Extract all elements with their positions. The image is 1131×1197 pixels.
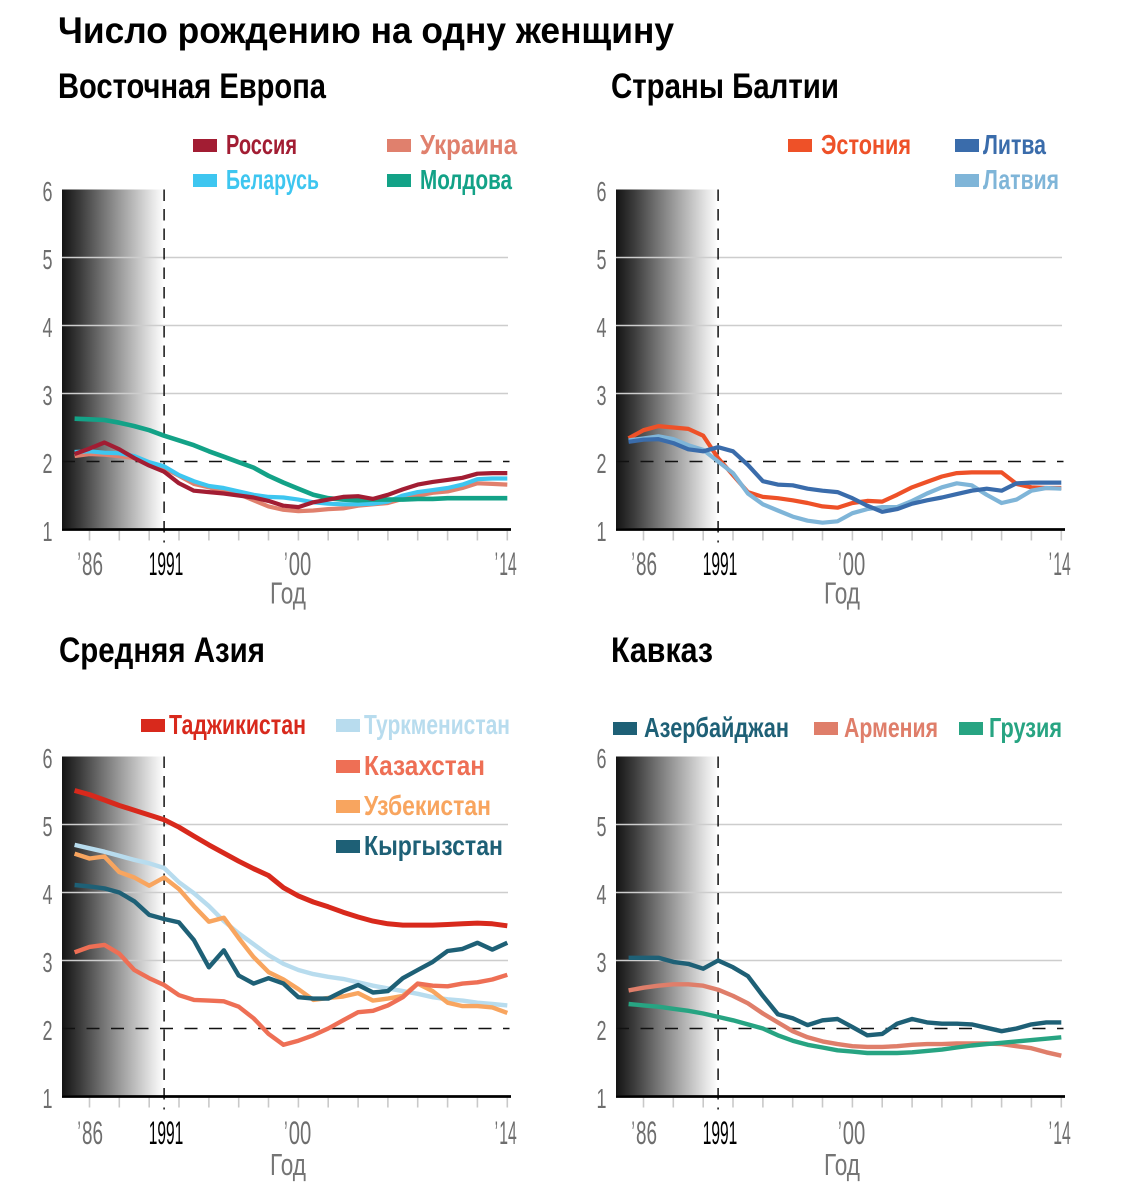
svg-text:1: 1 [43,516,53,547]
svg-text:3: 3 [43,380,53,411]
svg-text:1991: 1991 [703,1115,738,1151]
svg-text:Россия: Россия [226,129,297,160]
svg-text:’: ’ [78,1115,81,1151]
svg-text:2: 2 [597,448,607,479]
svg-text:Год: Год [824,1147,860,1182]
svg-text:00: 00 [289,1115,312,1151]
svg-text:5: 5 [597,244,607,275]
svg-text:Молдова: Молдова [420,164,513,195]
svg-text:’: ’ [632,546,635,582]
svg-text:Число рождению на одну женщину: Число рождению на одну женщину [58,10,674,51]
svg-text:5: 5 [43,811,53,842]
svg-text:Эстония: Эстония [821,129,911,160]
svg-text:2: 2 [597,1015,607,1046]
svg-text:4: 4 [597,879,607,910]
svg-text:86: 86 [82,546,103,582]
svg-text:6: 6 [43,743,53,774]
svg-text:1991: 1991 [703,546,738,582]
svg-text:14: 14 [499,1115,517,1151]
svg-text:’: ’ [495,546,498,582]
svg-text:00: 00 [843,1115,866,1151]
svg-text:’: ’ [78,546,81,582]
svg-text:Год: Год [824,576,860,611]
svg-text:86: 86 [636,546,657,582]
svg-text:5: 5 [43,244,53,275]
svg-text:Таджикистан: Таджикистан [169,709,306,740]
svg-text:6: 6 [597,176,607,207]
svg-text:1991: 1991 [149,1115,184,1151]
svg-text:4: 4 [43,312,53,343]
svg-text:Грузия: Грузия [989,712,1062,743]
svg-text:Год: Год [270,576,306,611]
svg-text:’: ’ [838,546,841,582]
svg-text:1991: 1991 [149,546,184,582]
svg-text:Кавказ: Кавказ [611,631,713,670]
svg-text:’: ’ [838,1115,841,1151]
svg-text:’: ’ [284,1115,287,1151]
svg-text:14: 14 [1053,546,1071,582]
svg-text:Средняя Азия: Средняя Азия [59,631,265,670]
svg-text:Литва: Литва [983,129,1047,160]
svg-text:6: 6 [597,743,607,774]
svg-text:00: 00 [289,546,312,582]
svg-text:1: 1 [597,516,607,547]
svg-text:2: 2 [43,1015,53,1046]
svg-text:00: 00 [843,546,866,582]
svg-text:86: 86 [636,1115,657,1151]
svg-text:4: 4 [597,312,607,343]
svg-text:’: ’ [632,1115,635,1151]
svg-text:3: 3 [43,947,53,978]
svg-text:’: ’ [1049,1115,1052,1151]
svg-text:’: ’ [284,546,287,582]
svg-text:’: ’ [495,1115,498,1151]
svg-text:’: ’ [1049,546,1052,582]
svg-text:Украина: Украина [420,129,518,160]
svg-text:1: 1 [43,1083,53,1114]
svg-text:3: 3 [597,380,607,411]
svg-text:Беларусь: Беларусь [226,164,319,195]
svg-text:4: 4 [43,879,53,910]
svg-text:Армения: Армения [844,712,938,743]
svg-text:Год: Год [270,1147,306,1182]
svg-text:2: 2 [43,448,53,479]
svg-text:5: 5 [597,811,607,842]
svg-text:Латвия: Латвия [983,164,1059,195]
svg-text:Узбекистан: Узбекистан [364,790,491,821]
svg-text:Кыргызстан: Кыргызстан [364,830,503,861]
svg-text:14: 14 [1053,1115,1071,1151]
svg-text:Азербайджан: Азербайджан [644,712,789,743]
svg-text:Страны Балтии: Страны Балтии [611,67,839,106]
svg-text:1: 1 [597,1083,607,1114]
svg-text:14: 14 [499,546,517,582]
svg-text:Туркменистан: Туркменистан [364,709,510,740]
svg-text:86: 86 [82,1115,103,1151]
svg-text:Восточная Европа: Восточная Европа [58,67,326,106]
svg-text:6: 6 [43,176,53,207]
svg-text:3: 3 [597,947,607,978]
svg-text:Казахстан: Казахстан [364,750,485,781]
